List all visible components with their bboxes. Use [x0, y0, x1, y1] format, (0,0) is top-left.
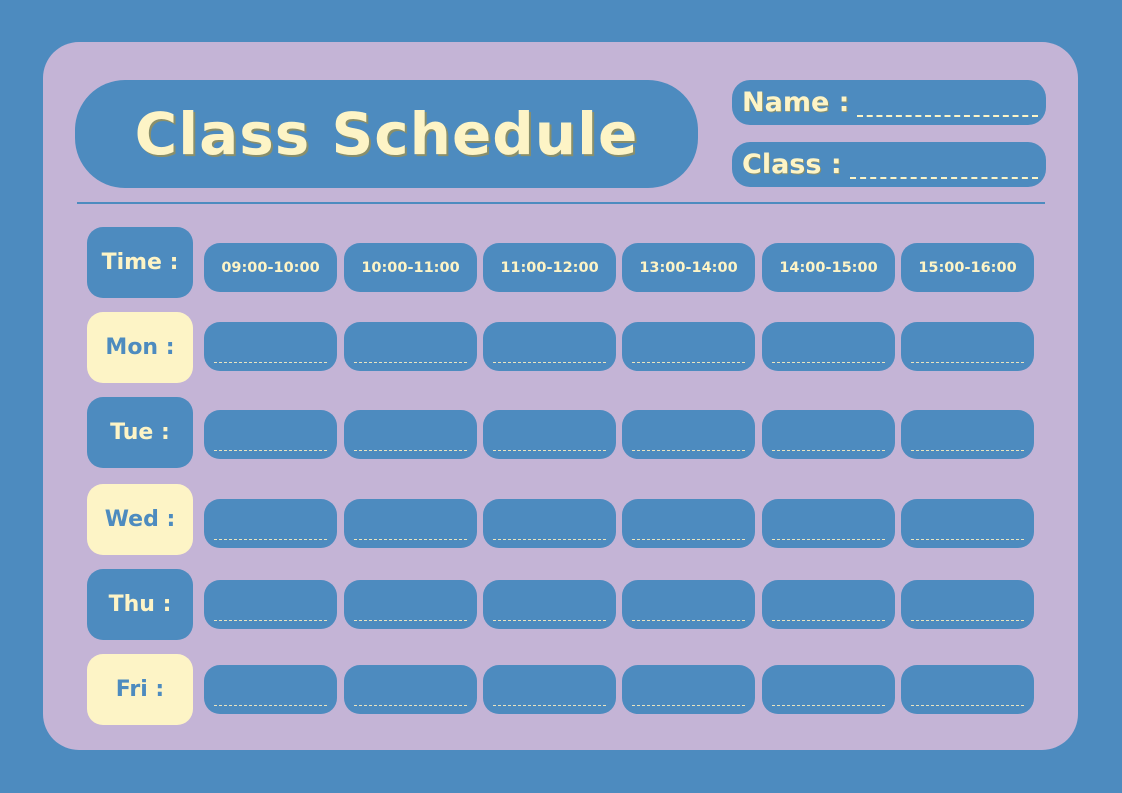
schedule-cell[interactable] [483, 499, 616, 548]
schedule-cell[interactable] [204, 322, 337, 371]
cell-blank-line [354, 705, 467, 706]
schedule-cell[interactable] [204, 410, 337, 459]
schedule-cell[interactable] [204, 499, 337, 548]
name-field[interactable]: Name : [732, 80, 1046, 125]
time-slot-header: 15:00-16:00 [901, 243, 1034, 292]
schedule-cell[interactable] [762, 665, 895, 714]
time-slot-header: 10:00-11:00 [344, 243, 477, 292]
cell-blank-line [911, 539, 1024, 540]
time-label: Time : [87, 227, 193, 298]
day-label: Tue : [87, 397, 193, 468]
cell-blank-line [772, 705, 885, 706]
time-slot-header: 13:00-14:00 [622, 243, 755, 292]
cell-blank-line [911, 362, 1024, 363]
cell-blank-line [632, 539, 745, 540]
cell-blank-line [214, 705, 327, 706]
cell-blank-line [772, 450, 885, 451]
schedule-cell[interactable] [483, 410, 616, 459]
cell-blank-line [493, 362, 606, 363]
schedule-cell[interactable] [344, 665, 477, 714]
time-slot-header: 09:00-10:00 [204, 243, 337, 292]
cell-blank-line [493, 450, 606, 451]
schedule-cell[interactable] [344, 410, 477, 459]
schedule-cell[interactable] [204, 580, 337, 629]
time-slot-header: 14:00-15:00 [762, 243, 895, 292]
schedule-cell[interactable] [204, 665, 337, 714]
schedule-cell[interactable] [901, 580, 1034, 629]
class-blank-line[interactable] [849, 177, 1038, 179]
cell-blank-line [354, 362, 467, 363]
cell-blank-line [214, 620, 327, 621]
cell-blank-line [214, 362, 327, 363]
day-label: Fri : [87, 654, 193, 725]
cell-blank-line [911, 620, 1024, 621]
schedule-cell[interactable] [762, 580, 895, 629]
schedule-cell[interactable] [344, 499, 477, 548]
cell-blank-line [214, 539, 327, 540]
cell-blank-line [493, 539, 606, 540]
cell-blank-line [772, 362, 885, 363]
cell-blank-line [493, 620, 606, 621]
page-title: Class Schedule [134, 100, 639, 168]
schedule-cell[interactable] [762, 410, 895, 459]
name-label: Name : [742, 87, 850, 118]
cell-blank-line [354, 450, 467, 451]
day-label: Thu : [87, 569, 193, 640]
schedule-cell[interactable] [622, 322, 755, 371]
schedule-cell[interactable] [483, 580, 616, 629]
class-label: Class : [742, 149, 842, 180]
schedule-cell[interactable] [622, 665, 755, 714]
cell-blank-line [354, 620, 467, 621]
cell-blank-line [354, 539, 467, 540]
cell-blank-line [632, 620, 745, 621]
class-field[interactable]: Class : [732, 142, 1046, 187]
cell-blank-line [632, 362, 745, 363]
day-label: Mon : [87, 312, 193, 383]
time-slot-header: 11:00-12:00 [483, 243, 616, 292]
divider [77, 202, 1045, 204]
schedule-cell[interactable] [344, 322, 477, 371]
schedule-cell[interactable] [622, 580, 755, 629]
cell-blank-line [911, 450, 1024, 451]
schedule-cell[interactable] [622, 410, 755, 459]
cell-blank-line [911, 705, 1024, 706]
cell-blank-line [632, 450, 745, 451]
schedule-cell[interactable] [344, 580, 477, 629]
schedule-cell[interactable] [901, 322, 1034, 371]
cell-blank-line [772, 539, 885, 540]
cell-blank-line [214, 450, 327, 451]
name-blank-line[interactable] [857, 115, 1038, 117]
schedule-cell[interactable] [622, 499, 755, 548]
schedule-cell[interactable] [901, 499, 1034, 548]
schedule-cell[interactable] [901, 665, 1034, 714]
title-banner: Class Schedule [75, 80, 698, 188]
schedule-cell[interactable] [762, 322, 895, 371]
cell-blank-line [632, 705, 745, 706]
cell-blank-line [772, 620, 885, 621]
schedule-cell[interactable] [483, 665, 616, 714]
cell-blank-line [493, 705, 606, 706]
schedule-cell[interactable] [762, 499, 895, 548]
day-label: Wed : [87, 484, 193, 555]
schedule-cell[interactable] [901, 410, 1034, 459]
schedule-cell[interactable] [483, 322, 616, 371]
